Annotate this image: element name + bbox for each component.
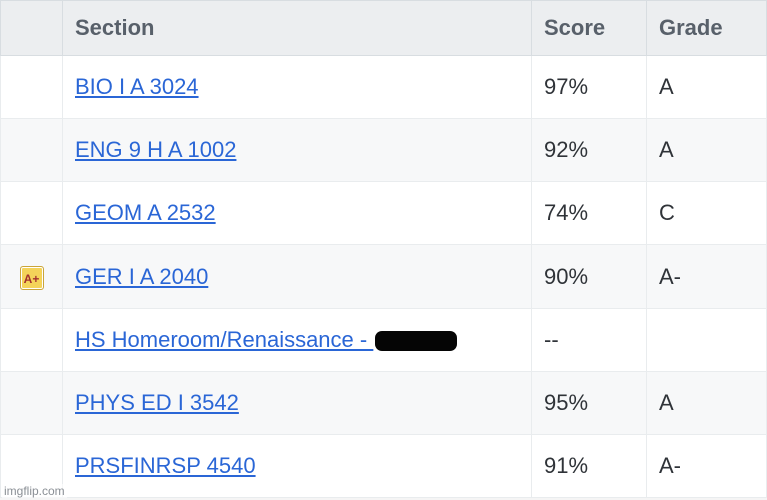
row-section-cell: PRSFINRSP 4540	[63, 435, 532, 498]
table-row: HS Homeroom/Renaissance - --	[1, 309, 767, 372]
row-grade-cell: A	[647, 56, 767, 119]
row-section-cell: BIO I A 3024	[63, 56, 532, 119]
section-link[interactable]: PRSFINRSP 4540	[75, 453, 256, 478]
row-badge-cell	[1, 372, 63, 435]
row-score-cell: 91%	[532, 435, 647, 498]
row-badge-cell	[1, 182, 63, 245]
row-section-cell: ENG 9 H A 1002	[63, 119, 532, 182]
row-badge-cell	[1, 309, 63, 372]
header-section: Section	[63, 1, 532, 56]
row-score-cell: 74%	[532, 182, 647, 245]
row-badge-cell: A+	[1, 245, 63, 309]
table-row: PRSFINRSP 4540 91%A-	[1, 435, 767, 498]
section-link[interactable]: HS Homeroom/Renaissance -	[75, 327, 457, 352]
table-row: BIO I A 3024 97%A	[1, 56, 767, 119]
section-link[interactable]: GER I A 2040	[75, 264, 208, 289]
row-badge-cell	[1, 119, 63, 182]
table-row: GEOM A 2532 74%C	[1, 182, 767, 245]
table-row: A+ GER I A 2040 90%A-	[1, 245, 767, 309]
row-badge-cell	[1, 56, 63, 119]
redaction-mark	[375, 331, 457, 351]
row-score-cell: --	[532, 309, 647, 372]
table-row: ENG 9 H A 1002 92%A	[1, 119, 767, 182]
row-section-cell: GER I A 2040	[63, 245, 532, 309]
section-link[interactable]: GEOM A 2532	[75, 200, 216, 225]
header-grade: Grade	[647, 1, 767, 56]
row-grade-cell	[647, 309, 767, 372]
row-grade-cell: A	[647, 119, 767, 182]
section-link[interactable]: ENG 9 H A 1002	[75, 137, 236, 162]
grades-header-row: Section Score Grade	[1, 1, 767, 56]
row-score-cell: 95%	[532, 372, 647, 435]
section-link[interactable]: BIO I A 3024	[75, 74, 199, 99]
row-grade-cell: C	[647, 182, 767, 245]
row-section-cell: GEOM A 2532	[63, 182, 532, 245]
header-score: Score	[532, 1, 647, 56]
row-score-cell: 90%	[532, 245, 647, 309]
section-link[interactable]: PHYS ED I 3542	[75, 390, 239, 415]
grade-badge-icon: A+	[20, 266, 44, 290]
row-section-cell: PHYS ED I 3542	[63, 372, 532, 435]
row-grade-cell: A-	[647, 245, 767, 309]
row-grade-cell: A-	[647, 435, 767, 498]
watermark: imgflip.com	[2, 484, 67, 498]
grades-table: Section Score Grade BIO I A 302497%AENG …	[0, 0, 767, 498]
row-section-cell: HS Homeroom/Renaissance -	[63, 309, 532, 372]
row-score-cell: 97%	[532, 56, 647, 119]
table-row: PHYS ED I 3542 95%A	[1, 372, 767, 435]
row-score-cell: 92%	[532, 119, 647, 182]
header-icon-col	[1, 1, 63, 56]
grades-tbody: BIO I A 302497%AENG 9 H A 100292%AGEOM A…	[1, 56, 767, 498]
row-grade-cell: A	[647, 372, 767, 435]
